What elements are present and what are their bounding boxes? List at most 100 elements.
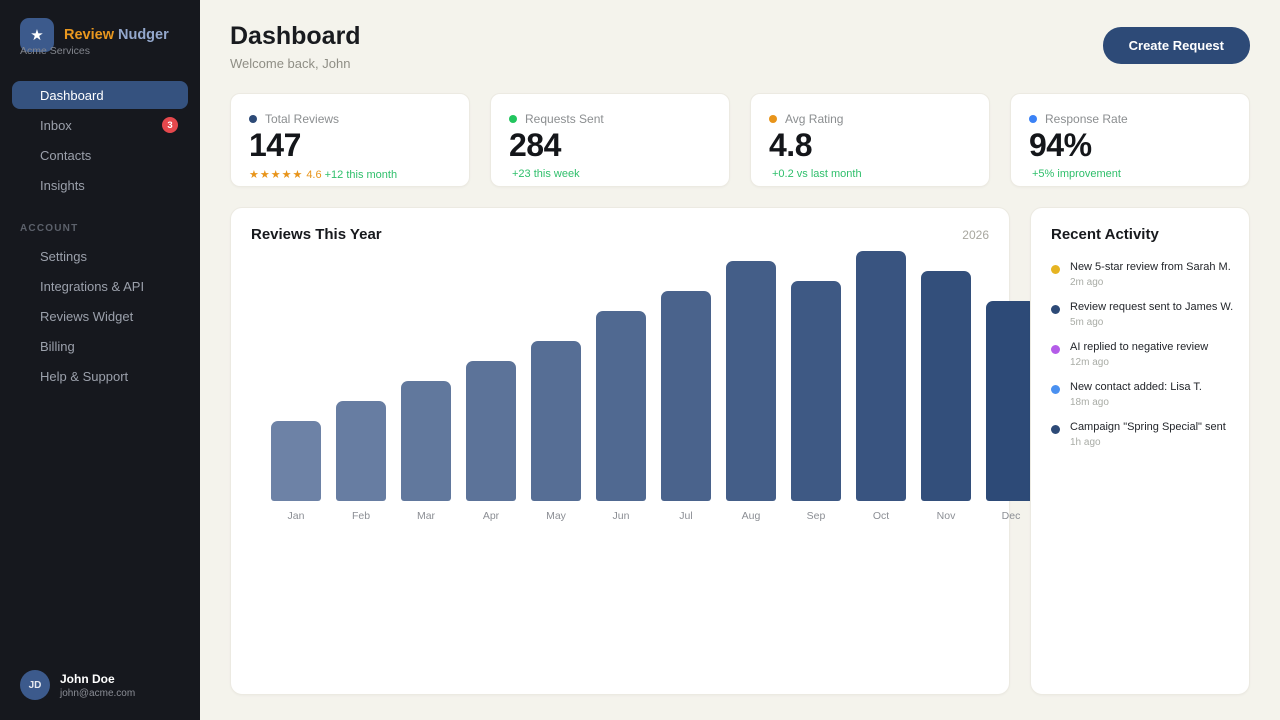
stat-value: 94% — [1029, 127, 1092, 163]
brand-tagline: Acme Services — [20, 45, 91, 57]
page-title: Dashboard — [230, 22, 361, 50]
stat-subtext: +23 this week — [509, 168, 711, 180]
activity-dot — [1051, 385, 1060, 394]
stat-card-avg-rating: Avg Rating 4.8 +0.2 vs last month — [750, 93, 990, 187]
brand-name-primary: Review — [64, 27, 114, 43]
stat-subtext: +5% improvement — [1029, 168, 1231, 180]
sidebar-item-contacts[interactable]: Contacts — [12, 141, 188, 169]
bar-apr — [466, 361, 516, 501]
sidebar-item-label: Reviews Widget — [40, 308, 134, 324]
brand-name: Review Nudger — [64, 27, 169, 43]
chart-year-label: 2026 — [962, 227, 989, 242]
stat-dot — [769, 115, 777, 123]
bar-mar — [401, 381, 451, 501]
sidebar-item-label: Contacts — [40, 147, 92, 163]
account-section-label: ACCOUNT — [20, 223, 79, 234]
stat-label-row: Total Reviews — [249, 112, 451, 126]
bar-label-jan: Jan — [287, 510, 305, 522]
content-row: Reviews This Year 2026 Jan Feb Mar Apr May Ju… — [230, 207, 1250, 695]
sidebar-item-inbox[interactable]: Inbox 3 — [12, 111, 188, 139]
sidebar-item-dashboard[interactable]: Dashboard — [12, 81, 188, 109]
bar-label-jul: Jul — [679, 510, 693, 522]
activity-time: 12m ago — [1070, 357, 1109, 368]
activity-list: New 5-star review from Sarah M. 2m ago Rev… — [1051, 261, 1233, 448]
stat-delta: +12 this month — [324, 168, 398, 181]
activity-text: New contact added: Lisa T. — [1070, 381, 1202, 393]
activity-time: 18m ago — [1070, 397, 1109, 408]
bar-feb — [336, 401, 386, 501]
sidebar-item-label: Insights — [40, 177, 85, 193]
stat-value: 4.8 — [769, 127, 812, 163]
activity-time: 5m ago — [1070, 317, 1104, 328]
stat-card-requests-sent: Requests Sent 284 +23 this week — [490, 93, 730, 187]
star-icon: ★ — [30, 27, 44, 44]
sidebar-item-help-support[interactable]: Help & Support — [12, 362, 188, 390]
activity-text: Review request sent to James W. — [1070, 301, 1234, 313]
recent-activity-title: Recent Activity — [1051, 226, 1159, 243]
bar-dec — [986, 301, 1036, 501]
stat-subtext: ★★★★★ 4.6 +12 this month — [249, 168, 451, 181]
bar-label-mar: Mar — [416, 510, 436, 522]
bar-oct — [856, 251, 906, 501]
bar-nov — [921, 271, 971, 501]
sidebar-item-label: Integrations & API — [40, 278, 145, 294]
stat-label-row: Response Rate — [1029, 112, 1231, 126]
sidebar-item-billing[interactable]: Billing — [12, 332, 188, 360]
bar-may — [531, 341, 581, 501]
bar-label-jun: Jun — [612, 510, 630, 522]
sidebar-item-settings[interactable]: Settings — [12, 242, 188, 270]
activity-dot — [1051, 425, 1060, 434]
sidebar-item-reviews-widget[interactable]: Reviews Widget — [12, 302, 188, 330]
stat-dot — [249, 115, 257, 123]
activity-time: 1h ago — [1070, 437, 1101, 448]
stat-label: Response Rate — [1045, 112, 1128, 126]
bar-label-nov: Nov — [936, 510, 956, 522]
sidebar-item-insights[interactable]: Insights — [12, 171, 188, 199]
stat-label: Avg Rating — [785, 112, 844, 126]
bar-label-oct: Oct — [872, 510, 890, 522]
stat-value: 284 — [509, 127, 561, 163]
activity-item: New contact added: Lisa T. 18m ago — [1051, 381, 1229, 408]
stat-delta: +23 this week — [512, 167, 580, 180]
activity-dot — [1051, 265, 1060, 274]
stat-delta: +5% improvement — [1032, 167, 1121, 180]
bar-label-sep: Sep — [806, 510, 826, 522]
bar-label-feb: Feb — [351, 510, 371, 522]
create-request-button[interactable]: Create Request — [1102, 27, 1250, 64]
activity-item: AI replied to negative review 12m ago — [1051, 341, 1229, 368]
sidebar-item-label: Billing — [40, 338, 75, 354]
stat-label-row: Avg Rating — [769, 112, 971, 126]
brand-name-secondary: Nudger — [117, 27, 169, 43]
star-rating-icons: ★★★★★ — [249, 168, 304, 181]
activity-item: New 5-star review from Sarah M. 2m ago — [1051, 261, 1231, 288]
activity-item: Campaign "Spring Special" sent 1h ago — [1051, 421, 1229, 448]
activity-text: New 5-star review from Sarah M. — [1070, 261, 1231, 273]
page-header: Dashboard Welcome back, John Create Requ… — [230, 22, 1250, 71]
bar-label-may: May — [546, 510, 566, 522]
sidebar-item-label: Inbox — [40, 117, 72, 133]
bar-label-aug: Aug — [741, 510, 761, 522]
bar-label-dec: Dec — [1001, 510, 1021, 522]
stat-delta: +0.2 vs last month — [772, 167, 862, 180]
sidebar: ★ Review Nudger Acme Services Dashboard In… — [0, 0, 200, 720]
activity-item: Review request sent to James W. 5m ago — [1051, 301, 1233, 328]
stat-label-row: Requests Sent — [509, 112, 711, 126]
bar-sep — [791, 281, 841, 501]
main-content: Dashboard Welcome back, John Create Requ… — [200, 0, 1280, 720]
activity-dot — [1051, 345, 1060, 354]
rating-value: 4.6 — [306, 168, 322, 181]
bar-jan — [271, 421, 321, 501]
bar-jul — [661, 291, 711, 501]
activity-dot — [1051, 305, 1060, 314]
stats-row: Total Reviews 147 ★★★★★ 4.6 +12 this month Re… — [230, 93, 1250, 187]
avatar: JD — [20, 670, 50, 700]
user-profile[interactable]: JD John Doe john@acme.com — [12, 662, 188, 708]
brand: ★ Review Nudger Acme Services — [0, 0, 200, 57]
inbox-badge: 3 — [162, 117, 178, 133]
stat-card-response-rate: Response Rate 94% +5% improvement — [1010, 93, 1250, 187]
user-name: John Doe — [60, 671, 115, 686]
sidebar-item-integrations-api[interactable]: Integrations & API — [12, 272, 188, 300]
app-logo: ★ — [20, 18, 54, 52]
activity-text-block: New contact added: Lisa T. 18m ago — [1070, 381, 1202, 408]
stat-dot — [1029, 115, 1037, 123]
